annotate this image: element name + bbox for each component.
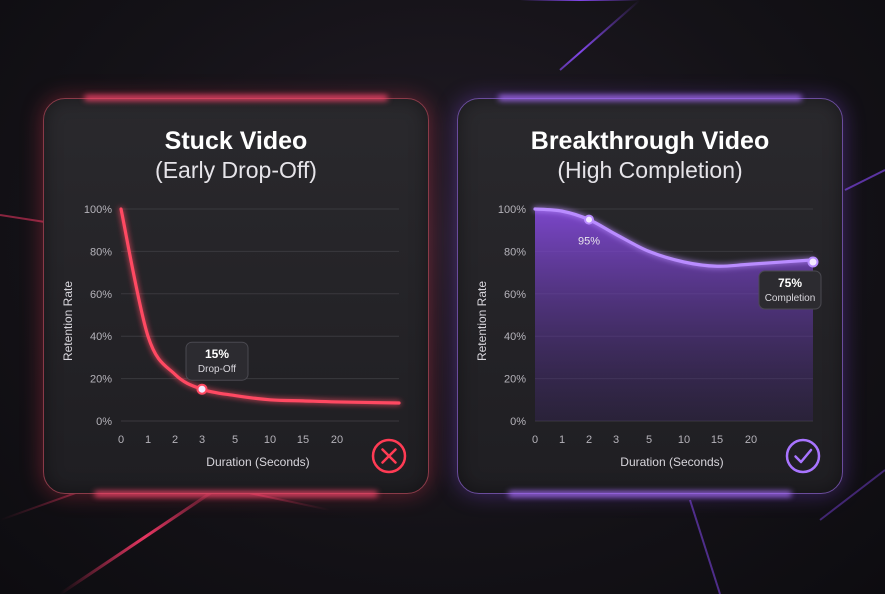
annotation-label: Drop-Off — [198, 364, 236, 375]
annotation-tooltip: 75% Completion — [758, 270, 822, 310]
annotation-value: 15% — [205, 347, 229, 361]
retention-chart-stuck: 0% 20% 40% 60% 80% 100% 0 1 2 3 5 10 15 20 Duration (S… — [61, 204, 401, 469]
annotation-tooltip: 15% Drop-Off — [185, 341, 249, 381]
x-tick-label: 10 — [264, 434, 276, 446]
annotation-value: 75% — [778, 276, 802, 290]
x-tick-label: 5 — [646, 434, 652, 446]
tooltip-box — [185, 341, 249, 381]
x-tick-label: 2 — [172, 434, 178, 446]
y-tick-label: 100% — [498, 204, 526, 216]
annotation-marker — [807, 256, 819, 268]
series-area — [535, 209, 813, 421]
x-tick-label: 0 — [118, 434, 124, 446]
y-tick-label: 100% — [84, 204, 112, 216]
y-tick-label: 20% — [504, 374, 526, 386]
chart-subtitle: (High Completion) — [557, 157, 743, 183]
check-circle-icon — [785, 438, 821, 474]
tooltip-box — [758, 270, 822, 310]
x-tick-label: 15 — [711, 434, 723, 446]
y-tick-label: 0% — [96, 416, 112, 428]
y-tick-label: 80% — [90, 246, 112, 258]
annotation-marker — [196, 383, 208, 395]
x-tick-label: 3 — [199, 434, 205, 446]
x-tick-label: 15 — [297, 434, 309, 446]
point-marker — [584, 214, 594, 225]
x-tick-label: 3 — [613, 434, 619, 446]
y-tick-label: 60% — [504, 289, 526, 301]
x-tick-label: 2 — [586, 434, 592, 446]
x-tick-label: 1 — [559, 434, 565, 446]
annotation-label: Completion — [765, 293, 816, 304]
y-tick-label: 40% — [90, 331, 112, 343]
y-tick-label: 40% — [504, 331, 526, 343]
series-line — [533, 207, 815, 268]
chart-subtitle: (Early Drop-Off) — [155, 157, 317, 183]
card-top-glow — [498, 95, 802, 101]
card-top-glow — [84, 95, 388, 101]
y-tick-label: 60% — [90, 289, 112, 301]
stuck-video-card: Stuck Video (Early Drop-Off) 0% 20% 40% 60%… — [43, 95, 429, 497]
point-value-label: 95% — [578, 236, 600, 248]
x-tick-label: 5 — [232, 434, 238, 446]
x-axis-label: Duration (Seconds) — [206, 455, 309, 469]
cross-circle-icon — [371, 438, 407, 474]
y-axis-label: Retention Rate — [61, 281, 75, 361]
retention-chart-breakthrough: 0% 20% 40% 60% 80% 100% 0 1 2 3 5 10 15 20 Duration (S… — [475, 204, 822, 469]
card-bottom-glow — [94, 491, 378, 497]
y-tick-label: 0% — [510, 416, 526, 428]
x-tick-label: 20 — [331, 434, 343, 446]
breakthrough-video-card: Breakthrough Video (High Completion) 0% 2… — [457, 95, 843, 497]
x-tick-label: 20 — [745, 434, 757, 446]
x-axis-label: Duration (Seconds) — [620, 455, 723, 469]
x-tick-label: 0 — [532, 434, 538, 446]
y-tick-label: 20% — [90, 374, 112, 386]
chart-title: Stuck Video — [164, 127, 308, 155]
x-tick-label: 1 — [145, 434, 151, 446]
card-bottom-glow — [508, 491, 792, 497]
series-line — [119, 207, 401, 405]
x-tick-label: 10 — [678, 434, 690, 446]
y-axis-label: Retention Rate — [475, 281, 489, 361]
y-tick-label: 80% — [504, 246, 526, 258]
chart-title: Breakthrough Video — [530, 127, 770, 155]
